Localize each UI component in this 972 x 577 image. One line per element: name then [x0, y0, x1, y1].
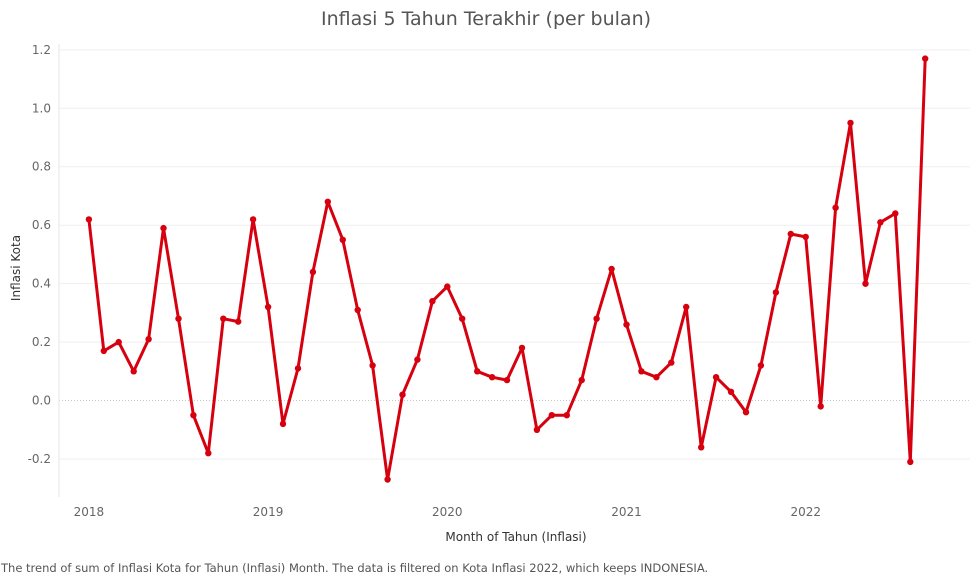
data-point[interactable]: [354, 306, 361, 314]
y-axis-title: Inflasi Kota: [9, 235, 23, 301]
data-point[interactable]: [608, 265, 615, 273]
data-point[interactable]: [533, 426, 541, 433]
y-tick-label: -0.2: [28, 452, 51, 466]
data-point[interactable]: [548, 412, 555, 419]
x-tick-label: 2020: [432, 505, 463, 519]
data-point[interactable]: [593, 315, 600, 322]
data-point[interactable]: [742, 409, 750, 416]
y-tick-label: 1.2: [32, 43, 51, 57]
data-point[interactable]: [668, 359, 675, 366]
data-point[interactable]: [712, 374, 720, 381]
data-point[interactable]: [847, 119, 854, 127]
data-point[interactable]: [922, 55, 929, 62]
data-point[interactable]: [100, 347, 108, 355]
line-layer: [87, 57, 927, 481]
data-point[interactable]: [249, 216, 257, 223]
data-point[interactable]: [264, 303, 272, 311]
x-tick-label: 2022: [790, 505, 821, 519]
data-point[interactable]: [892, 210, 899, 217]
data-point[interactable]: [877, 219, 884, 226]
data-point[interactable]: [190, 412, 197, 419]
data-point[interactable]: [384, 476, 391, 483]
data-point[interactable]: [85, 216, 93, 223]
data-point[interactable]: [623, 321, 630, 328]
data-point[interactable]: [175, 315, 182, 322]
data-point[interactable]: [638, 368, 645, 375]
line-chart: -0.2 0.0 0.2 0.4 0.6 0.8 1.0 1.2 2018 2019 2020 202…: [9, 43, 970, 544]
data-point[interactable]: [518, 344, 526, 352]
data-point[interactable]: [279, 420, 287, 428]
point-layer: [85, 55, 929, 483]
x-tick-label: 2018: [74, 505, 105, 519]
y-tick-label: 0.6: [32, 218, 51, 232]
data-point[interactable]: [698, 444, 705, 451]
x-tick-label: 2021: [611, 505, 642, 519]
data-point[interactable]: [503, 376, 511, 384]
data-point[interactable]: [130, 368, 137, 375]
data-point[interactable]: [429, 298, 436, 305]
data-point[interactable]: [832, 204, 839, 211]
x-tick-label: 2019: [253, 505, 284, 519]
data-point[interactable]: [309, 268, 317, 276]
y-tick-label: 1.0: [32, 101, 51, 115]
data-point[interactable]: [444, 283, 451, 290]
data-point[interactable]: [683, 303, 690, 311]
y-tick-label: 0.4: [32, 277, 51, 291]
data-point[interactable]: [653, 374, 660, 381]
data-point[interactable]: [160, 224, 167, 232]
data-point[interactable]: [563, 412, 570, 419]
x-axis-title: Month of Tahun (Inflasi): [445, 530, 586, 544]
data-point[interactable]: [115, 338, 122, 346]
data-point[interactable]: [414, 356, 421, 363]
data-point[interactable]: [488, 374, 496, 381]
grid-layer: [59, 49, 970, 460]
data-point[interactable]: [459, 315, 466, 322]
data-point[interactable]: [339, 236, 346, 243]
data-point[interactable]: [907, 458, 914, 466]
data-point[interactable]: [324, 198, 331, 205]
y-tick-label: 0.2: [32, 335, 51, 349]
data-point[interactable]: [294, 365, 302, 372]
chart-caption: The trend of sum of Inflasi Kota for Tah…: [1, 561, 709, 575]
data-point[interactable]: [787, 230, 794, 238]
chart-title: Inflasi 5 Tahun Terakhir (per bulan): [320, 8, 652, 30]
data-point[interactable]: [145, 336, 152, 343]
data-point[interactable]: [578, 376, 585, 384]
series-line: [87, 57, 927, 481]
data-point[interactable]: [235, 318, 242, 325]
data-point[interactable]: [474, 368, 481, 375]
data-point[interactable]: [757, 362, 765, 369]
data-point[interactable]: [727, 388, 735, 395]
y-tick-label: 0.8: [32, 160, 51, 174]
data-point[interactable]: [862, 280, 869, 287]
data-point[interactable]: [369, 362, 376, 369]
data-point[interactable]: [220, 315, 227, 322]
axis-layer: -0.2 0.0 0.2 0.4 0.6 0.8 1.0 1.2 2018 2019 2020 202…: [28, 43, 821, 519]
data-point[interactable]: [399, 391, 406, 398]
data-point[interactable]: [205, 450, 212, 457]
data-point[interactable]: [772, 289, 780, 296]
data-point[interactable]: [802, 233, 809, 241]
data-point[interactable]: [817, 403, 824, 410]
y-tick-label: 0.0: [32, 394, 51, 408]
